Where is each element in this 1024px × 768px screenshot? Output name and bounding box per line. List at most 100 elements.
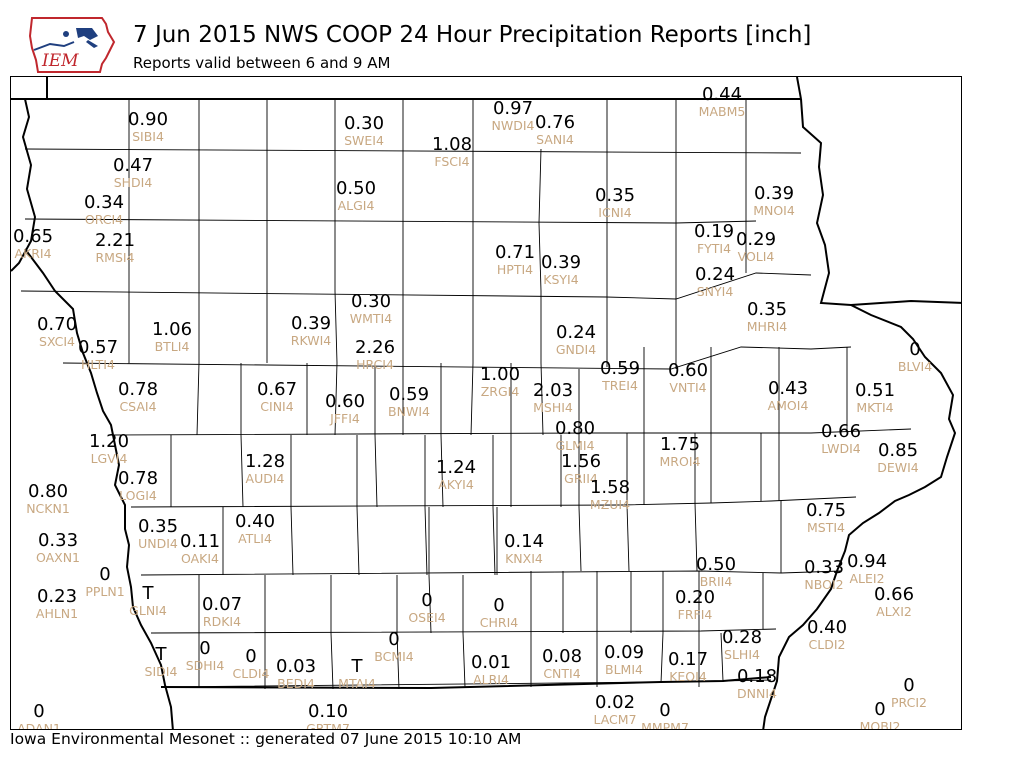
precip-value: 0 [99,564,111,585]
precip-value: 0.14 [503,531,545,552]
precip-value: T [351,656,363,677]
precip-value: 0.40 [234,511,276,532]
precip-value: 0.60 [667,360,709,381]
station-report: 2.03 MSHI4 [513,381,593,415]
station-report: 0.59 TREI4 [580,359,660,393]
station-id: ALGI4 [337,198,375,213]
station-report: 1.00 ZRGI4 [460,365,540,399]
station-id: ALRI4 [473,672,509,687]
station-id: SIBI4 [132,129,164,144]
station-id: MSHI4 [533,400,573,415]
station-id: BLMI4 [605,662,643,677]
precip-value: 0.70 [36,314,78,335]
station-id: ORCI4 [84,212,124,227]
station-id: MOBI2 [859,719,901,730]
station-id: AHLN1 [35,606,79,621]
station-id: WMTI4 [349,311,393,326]
station-report: 0.24 SNYI4 [675,265,755,299]
precip-value: T [155,644,167,665]
precip-value: 0.90 [127,109,169,130]
station-id: AKRI4 [14,246,52,261]
station-report: 0.39 RKWI4 [271,314,351,348]
iem-logo: IEM [28,16,118,74]
precip-value: 0.24 [694,264,736,285]
precip-value: T [142,583,154,604]
svg-text:IEM: IEM [41,51,79,71]
station-report: 0.80 NCKN1 [11,482,88,516]
precip-value: 1.24 [435,457,477,478]
station-id: LGVI4 [90,451,128,466]
station-report: 0.39 MNOI4 [734,184,814,218]
precip-value: 1.00 [479,364,521,385]
precip-value: 2.21 [94,230,136,251]
precip-value: 0.19 [693,221,735,242]
station-report: 0.75 MSTI4 [786,501,866,535]
precip-value: 1.28 [244,451,286,472]
station-report: 0 OSEI4 [387,591,467,625]
station-id: UNDI4 [138,536,178,551]
station-id: GRTM7 [306,721,350,730]
station-id: SWEI4 [344,133,384,148]
station-id: MMPM7 [641,720,689,730]
precip-value: 2.26 [354,337,396,358]
station-report: 0.94 ALEI2 [827,552,907,586]
precip-value: 0.34 [83,192,125,213]
station-report: 0.01 ALRI4 [451,653,531,687]
precip-value: 0.60 [324,391,366,412]
station-report: 0.11 OAKI4 [160,532,240,566]
precip-value: 0.44 [701,84,743,105]
precip-value: 1.75 [659,434,701,455]
station-id: PPLN1 [85,584,125,599]
county-boundaries [20,99,912,690]
station-id: CLDI4 [232,666,270,681]
station-id: SLHI4 [724,647,760,662]
station-id: OAXN1 [35,550,81,565]
precip-value: 0 [874,699,886,720]
precip-value: 0.10 [307,701,349,722]
station-report: 0.85 DEWI4 [858,441,938,475]
precip-value: 0.67 [256,379,298,400]
station-report: T MTAI4 [317,657,397,691]
station-report: 0.35 ICNI4 [575,186,655,220]
precip-value: 0.17 [667,649,709,670]
station-report: 0 BCMI4 [354,630,434,664]
precip-value: 0.39 [753,183,795,204]
station-id: BNWI4 [388,404,430,419]
station-report: 1.08 FSCI4 [412,135,492,169]
station-id: BEDI4 [277,676,315,691]
precip-value: 0 [245,646,257,667]
station-report: 0.43 AMOI4 [748,379,828,413]
station-report: 0.76 SANI4 [515,113,595,147]
station-report: 0.57 HLTI4 [58,338,138,372]
station-report: T GLNI4 [108,584,188,618]
station-report: 0.20 FRFI4 [655,588,735,622]
station-report: 0.90 SIBI4 [108,110,188,144]
station-id: NCKN1 [26,501,70,516]
station-report: 0.34 ORCI4 [64,193,144,227]
station-id: LOGI4 [119,488,157,503]
station-report: 0.10 GRTM7 [288,702,368,730]
station-report: 0.40 ATLI4 [215,512,295,546]
station-id: MABM5 [698,104,746,119]
precip-value: 0.11 [179,531,221,552]
station-report: 0.65 AKRI4 [11,227,73,261]
page-title: 7 Jun 2015 NWS COOP 24 Hour Precipitatio… [133,22,812,48]
precip-value: 0.85 [877,440,919,461]
precip-value: 0.07 [201,594,243,615]
station-id: DNNI4 [737,686,777,701]
station-report: 2.26 HRCI4 [335,338,415,372]
page-subtitle: Reports valid between 6 and 9 AM [133,54,391,72]
station-report: 0 PPLN1 [65,565,145,599]
station-id: CINI4 [260,399,294,414]
station-id: AKYI4 [438,477,474,492]
station-id: CHRI4 [479,615,519,630]
station-id: ICNI4 [598,205,632,220]
iowa-logo-graphic: IEM [28,17,116,73]
station-id: VOLI4 [737,249,775,264]
station-report: 0.07 RDKI4 [182,595,262,629]
precip-value: 0.66 [820,421,862,442]
precip-value: 0 [199,638,211,659]
station-report: 0.39 KSYI4 [521,253,601,287]
station-id: NWDI4 [491,118,535,133]
precip-value: 0.33 [37,530,79,551]
